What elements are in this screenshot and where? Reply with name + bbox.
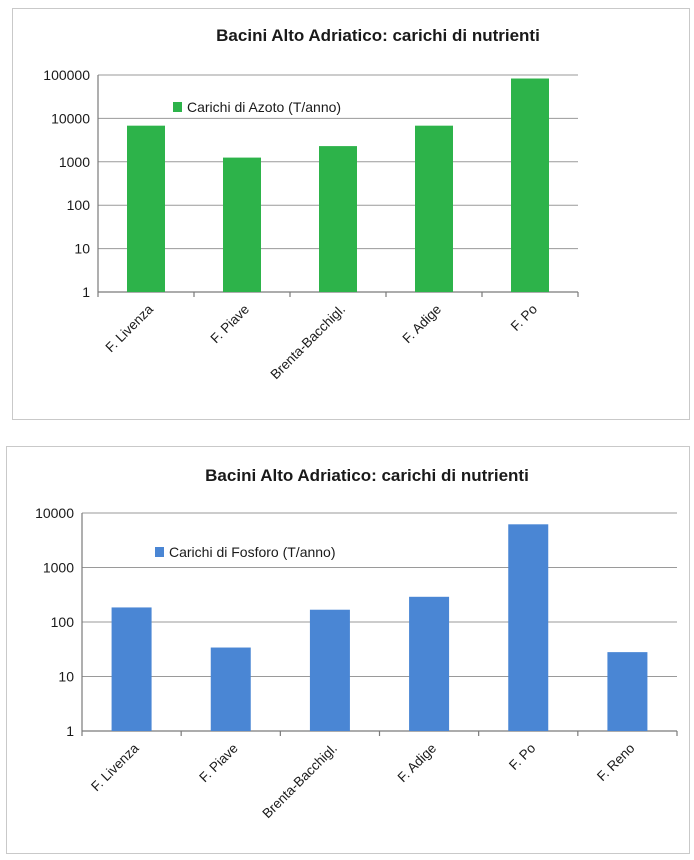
x-category-label: F. Adige bbox=[395, 741, 440, 786]
fosforo-chart-panel: Bacini Alto Adriatico: carichi di nutrie… bbox=[6, 446, 690, 854]
azoto-chart-panel: Bacini Alto Adriatico: carichi di nutrie… bbox=[12, 8, 690, 420]
x-category-label: F. Livenza bbox=[88, 740, 142, 794]
x-category-label: F. Piave bbox=[196, 741, 241, 786]
bar bbox=[415, 125, 453, 292]
y-tick-label: 100000 bbox=[43, 67, 90, 83]
y-tick-label: 1 bbox=[82, 284, 90, 300]
legend-swatch bbox=[173, 102, 182, 112]
chart-title: Bacini Alto Adriatico: carichi di nutrie… bbox=[205, 466, 529, 485]
x-category-label: F. Po bbox=[508, 302, 540, 334]
x-category-label: F. Piave bbox=[208, 302, 253, 347]
legend-label: Carichi di Fosforo (T/anno) bbox=[169, 544, 336, 560]
x-category-label: F. Reno bbox=[594, 741, 638, 785]
bar bbox=[319, 146, 357, 292]
legend-swatch bbox=[155, 547, 164, 557]
bar bbox=[127, 125, 165, 292]
azoto-chart: Bacini Alto Adriatico: carichi di nutrie… bbox=[43, 26, 579, 383]
bar bbox=[409, 596, 450, 731]
y-tick-label: 10000 bbox=[51, 110, 90, 126]
y-tick-label: 10 bbox=[74, 241, 90, 257]
fosforo-chart: Bacini Alto Adriatico: carichi di nutrie… bbox=[35, 466, 678, 822]
bar bbox=[309, 609, 350, 731]
x-category-label: F. Po bbox=[506, 741, 538, 773]
bar bbox=[607, 652, 648, 731]
x-category-label: F. Livenza bbox=[103, 301, 157, 355]
y-tick-label: 10 bbox=[58, 669, 74, 685]
y-tick-label: 1 bbox=[66, 723, 74, 739]
bar bbox=[223, 157, 261, 292]
y-tick-label: 10000 bbox=[35, 505, 74, 521]
x-category-label: F. Adige bbox=[400, 302, 445, 347]
chart-title: Bacini Alto Adriatico: carichi di nutrie… bbox=[216, 26, 540, 45]
y-tick-label: 100 bbox=[67, 197, 91, 213]
bar bbox=[210, 647, 251, 731]
y-tick-label: 1000 bbox=[43, 560, 74, 576]
legend-label: Carichi di Azoto (T/anno) bbox=[187, 99, 341, 115]
y-tick-label: 1000 bbox=[59, 154, 90, 170]
bar bbox=[511, 78, 549, 292]
bar bbox=[508, 524, 549, 731]
x-category-label: Brenta-Bacchigl. bbox=[267, 302, 348, 383]
y-tick-label: 100 bbox=[51, 614, 75, 630]
x-category-label: Brenta-Bacchigl. bbox=[259, 741, 340, 822]
bar bbox=[111, 607, 152, 731]
